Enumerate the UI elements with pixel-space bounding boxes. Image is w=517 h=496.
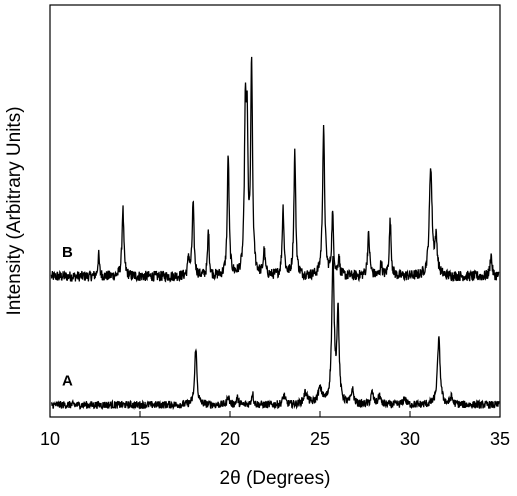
x-tick-label: 25 xyxy=(310,429,330,449)
series-labels: BA xyxy=(62,244,73,389)
y-axis-title: Intensity (Arbitrary Units) xyxy=(4,106,25,315)
x-axis-title: 2θ (Degrees) xyxy=(220,468,331,489)
series-line-b xyxy=(50,56,500,283)
series-line-a xyxy=(51,255,500,411)
x-tick-label: 20 xyxy=(220,429,240,449)
x-tick-label: 10 xyxy=(40,429,60,449)
x-tick-label: 30 xyxy=(400,429,420,449)
plot-area xyxy=(49,4,501,418)
series-label-a: A xyxy=(62,373,73,390)
series-group xyxy=(50,56,500,411)
x-tick-label: 15 xyxy=(130,429,150,449)
x-axis-ticks: 10 15 20 25 30 35 xyxy=(40,411,510,449)
series-label-b: B xyxy=(62,244,73,261)
x-tick-label: 35 xyxy=(490,429,510,449)
